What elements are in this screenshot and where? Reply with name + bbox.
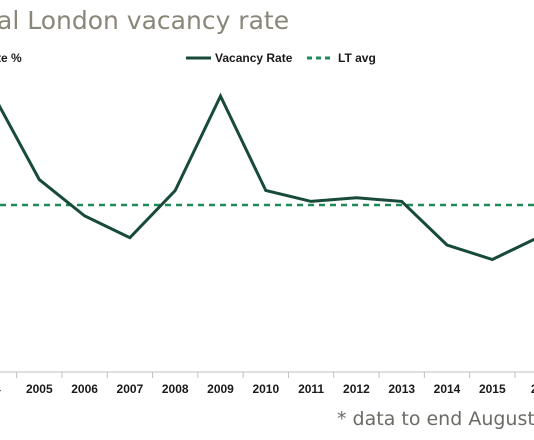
x-tick-label: 2009	[207, 382, 234, 396]
y-axis-label: te %	[0, 51, 22, 65]
x-tick-label: 2005	[26, 382, 53, 396]
legend-lt-avg-label: LT avg	[338, 51, 376, 65]
x-tick-label: 2006	[71, 382, 98, 396]
x-tick-label: 2014	[434, 382, 461, 396]
footnote: * data to end August	[337, 408, 534, 430]
x-tick-label: 2010	[252, 382, 279, 396]
chart-title: al London vacancy rate	[0, 6, 289, 35]
plot-area: 04 2005 2006 2007 2008 2009 2010 2011 2012 2013 20…	[0, 92, 534, 396]
x-tick-label: 20	[531, 382, 534, 396]
x-tick-label: 2015	[479, 382, 506, 396]
vacancy-rate-series-line	[0, 92, 534, 262]
legend-vacancy-rate-label: Vacancy Rate	[215, 51, 293, 65]
x-tick-label: 04	[0, 382, 1, 396]
x-tick-label: 2012	[343, 382, 370, 396]
x-tick-label: 2008	[162, 382, 189, 396]
x-tick-label: 2007	[117, 382, 144, 396]
legend: Vacancy Rate LT avg	[186, 51, 376, 65]
x-tick-label: 2011	[298, 382, 324, 396]
x-tick-label: 2013	[388, 382, 415, 396]
